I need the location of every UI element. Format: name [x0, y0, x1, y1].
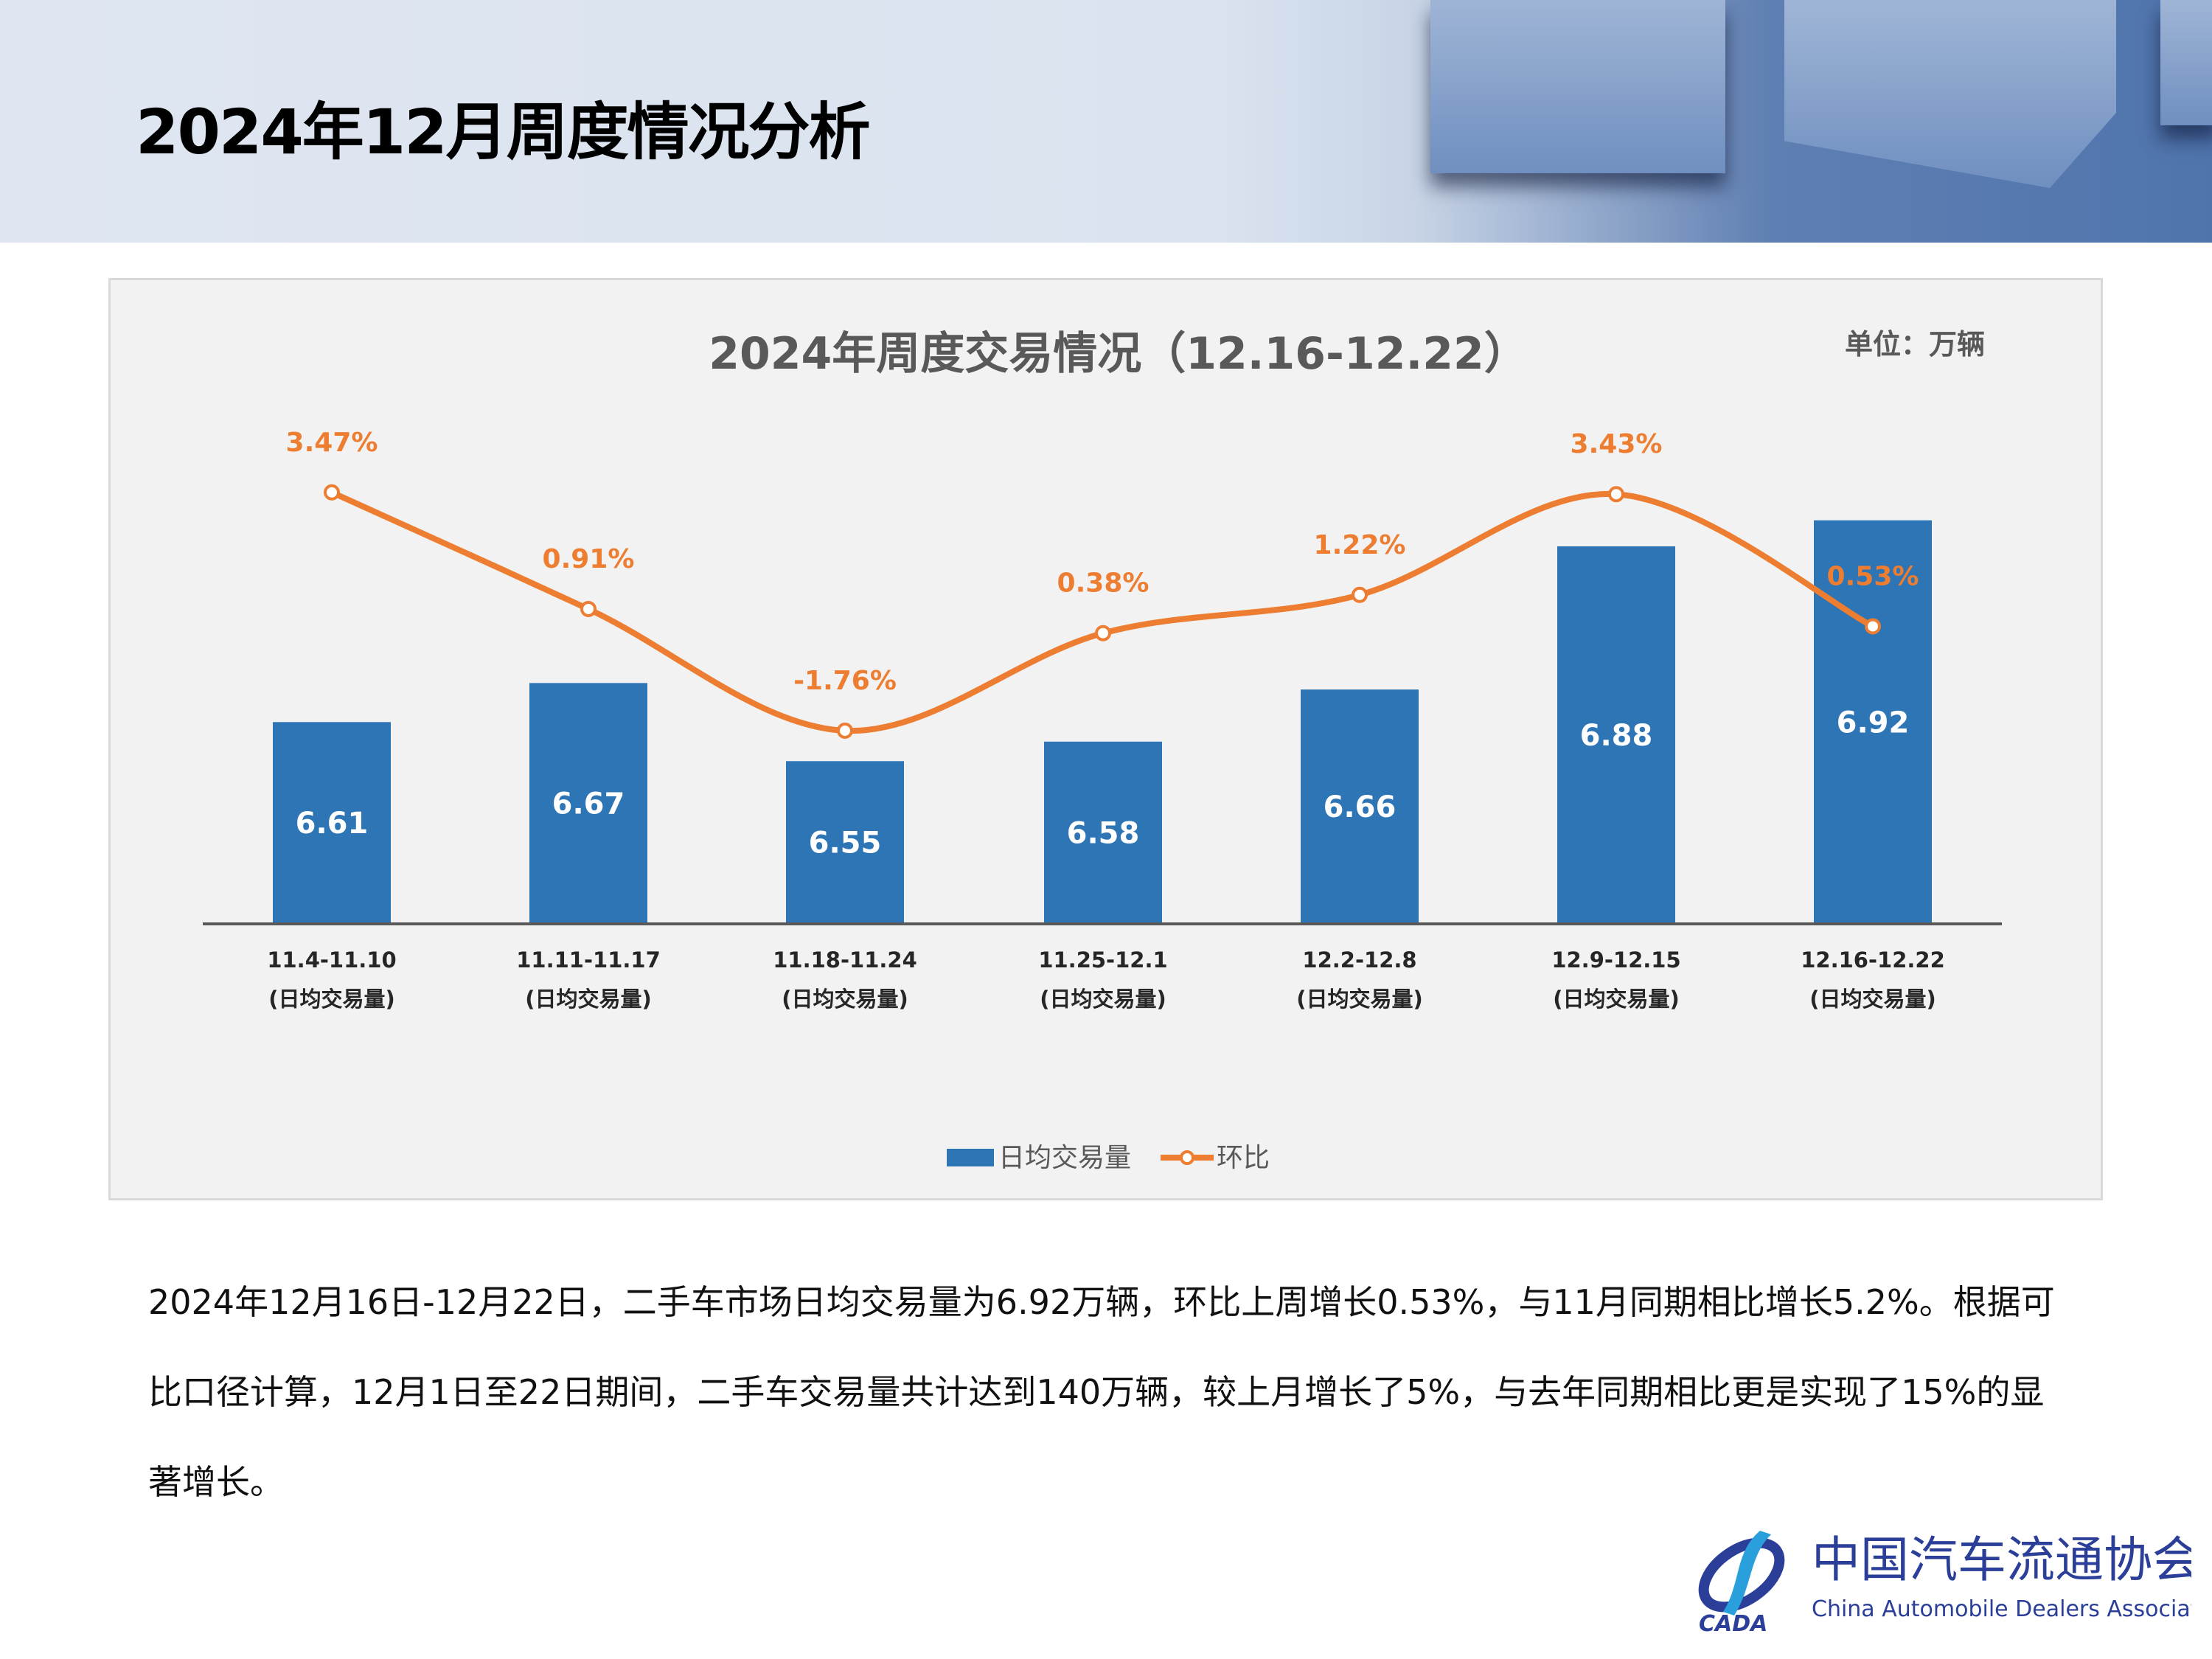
x-tick-label: 11.25-12.1	[1038, 947, 1167, 973]
line-value-label: 0.91%	[543, 544, 635, 574]
chart-panel	[108, 278, 2103, 1200]
x-tick-sublabel: (日均交易量)	[1553, 987, 1680, 1012]
bar-12.9-12.15	[1557, 546, 1675, 924]
x-tick-label: 12.16-12.22	[1801, 947, 1945, 973]
chart-title: 2024年周度交易情况（12.16-12.22）	[709, 328, 1528, 380]
x-tick-sublabel: (日均交易量)	[1809, 987, 1936, 1012]
x-tick-label: 12.9-12.15	[1551, 947, 1680, 973]
line-value-label: -1.76%	[793, 666, 897, 696]
legend-label-bar: 日均交易量	[998, 1143, 1131, 1173]
line-value-label: 1.22%	[1314, 530, 1406, 560]
bar-11.25-12.1	[1044, 741, 1162, 924]
decorative-block	[2160, 0, 2212, 125]
bar-value-label: 6.88	[1580, 719, 1653, 753]
svg-text:CADA: CADA	[1699, 1611, 1767, 1634]
x-tick-sublabel: (日均交易量)	[782, 987, 908, 1012]
bar-value-label: 6.92	[1837, 706, 1910, 740]
bar-11.4-11.10	[273, 722, 391, 924]
x-tick-sublabel: (日均交易量)	[1040, 987, 1166, 1012]
line-point	[1095, 625, 1111, 641]
bar-12.2-12.8	[1301, 689, 1419, 924]
cada-logo: CADA 中国汽车流通协会 China Automobile Dealers A…	[1698, 1531, 2191, 1634]
line-point	[1352, 586, 1368, 603]
bar-11.18-11.24	[786, 761, 904, 924]
legend-label-line: 环比	[1217, 1143, 1270, 1173]
bar-11.11-11.17	[529, 683, 647, 924]
line-point	[324, 484, 340, 501]
line-point	[1865, 618, 1881, 635]
legend-bar-swatch	[947, 1149, 994, 1166]
decorative-block	[1430, 0, 1725, 173]
logo-text-en: China Automobile Dealers Association	[1812, 1596, 2191, 1622]
legend-line-marker	[1180, 1150, 1194, 1165]
line-value-label: 3.43%	[1571, 429, 1663, 459]
bar-value-label: 6.58	[1067, 816, 1140, 850]
line-point	[1608, 486, 1624, 503]
line-point	[580, 600, 597, 617]
bar-value-label: 6.67	[552, 787, 625, 821]
line-value-label: 0.53%	[1827, 561, 1919, 591]
x-tick-label: 12.2-12.8	[1302, 947, 1416, 973]
line-value-label: 3.47%	[286, 428, 378, 458]
x-tick-sublabel: (日均交易量)	[268, 987, 395, 1012]
x-tick-label: 11.4-11.10	[267, 947, 396, 973]
logo-text-cn: 中国汽车流通协会	[1812, 1531, 2191, 1588]
unit-label: 单位：万辆	[1845, 328, 1985, 361]
line-point	[837, 722, 853, 739]
x-tick-sublabel: (日均交易量)	[1296, 987, 1423, 1012]
summary-paragraph: 2024年12月16日-12月22日，二手车市场日均交易量为6.92万辆，环比上…	[148, 1282, 2055, 1502]
bar-12.16-12.22	[1814, 520, 1932, 924]
bar-value-label: 6.61	[296, 807, 369, 841]
x-tick-label: 11.11-11.17	[516, 947, 661, 973]
x-tick-label: 11.18-11.24	[773, 947, 917, 973]
bar-value-label: 6.55	[809, 827, 882, 860]
page-title: 2024年12月周度情况分析	[136, 96, 871, 168]
bar-value-label: 6.66	[1324, 790, 1397, 824]
line-value-label: 0.38%	[1057, 568, 1150, 599]
x-tick-sublabel: (日均交易量)	[525, 987, 652, 1012]
header-banner: 2024年12月周度情况分析	[0, 0, 2212, 243]
chart: 2024年周度交易情况（12.16-12.22） 单位：万辆 6.61 11.4-11…	[203, 328, 2002, 1173]
